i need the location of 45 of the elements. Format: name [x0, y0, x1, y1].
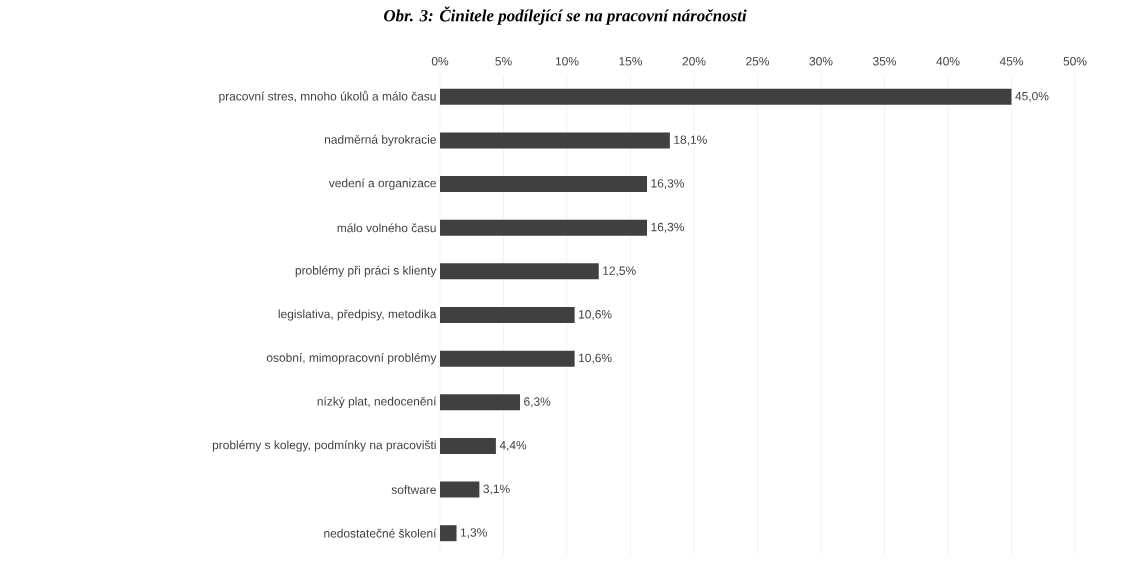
x-tick-label: 0% — [431, 57, 449, 66]
bar — [440, 307, 575, 323]
bar — [440, 481, 480, 498]
x-tick-label: 5% — [495, 57, 512, 66]
x-tick-label: 40% — [936, 57, 960, 66]
y-tick-label: problémy s kolegy, podmínky na pracovišti — [212, 440, 436, 452]
bar — [440, 525, 457, 542]
bar — [440, 176, 648, 193]
data-label: 3,1% — [483, 484, 510, 495]
y-tick-label: legislativa, předpisy, metodika — [278, 309, 437, 321]
bar — [440, 350, 575, 367]
data-label: 1,3% — [460, 528, 487, 539]
bar — [440, 88, 1012, 105]
y-tick-label: nadměrná byrokracie — [324, 134, 436, 147]
y-tick-label: osobní, mimopracovní problémy — [266, 353, 437, 365]
data-label: 16,3% — [651, 179, 684, 190]
y-tick-label: málo volného času — [337, 223, 436, 233]
chart-title: Obr. 3: Činitele podílející se na pracovní náročnosti — [384, 6, 747, 25]
x-tick-label: 20% — [682, 57, 706, 66]
x-tick-label: 10% — [555, 57, 579, 66]
bar — [440, 437, 496, 454]
data-label: 10,6% — [579, 310, 612, 320]
bar — [440, 219, 648, 236]
x-tick-label: 15% — [619, 57, 643, 66]
y-tick-label: software — [391, 485, 436, 494]
data-label: 16,3% — [651, 222, 684, 233]
bar — [440, 263, 599, 280]
x-tick-label: 50% — [1063, 57, 1087, 66]
x-tick-label: 35% — [872, 57, 897, 66]
data-label: 12,5% — [603, 266, 636, 277]
y-tick-label: nízký plat, nedocenění — [317, 396, 437, 408]
data-label: 45,0% — [1015, 91, 1049, 102]
y-tick-label: nedostatečné školení — [324, 528, 437, 538]
data-label: 18,1% — [674, 135, 707, 146]
bar — [440, 394, 521, 411]
x-tick-label: 25% — [746, 57, 770, 66]
bar — [440, 132, 670, 149]
y-tick-label: pracovní stres, mnoho úkolů a málo času — [219, 90, 436, 103]
x-tick-label: 45% — [999, 57, 1024, 66]
data-label: 4,4% — [499, 441, 527, 451]
x-tick-label: 30% — [809, 57, 833, 66]
data-label: 6,3% — [524, 397, 551, 408]
data-label: 10,6% — [579, 353, 612, 364]
y-tick-label: problémy při práci s klienty — [295, 265, 437, 278]
y-tick-label: vedení a organizace — [328, 178, 436, 190]
